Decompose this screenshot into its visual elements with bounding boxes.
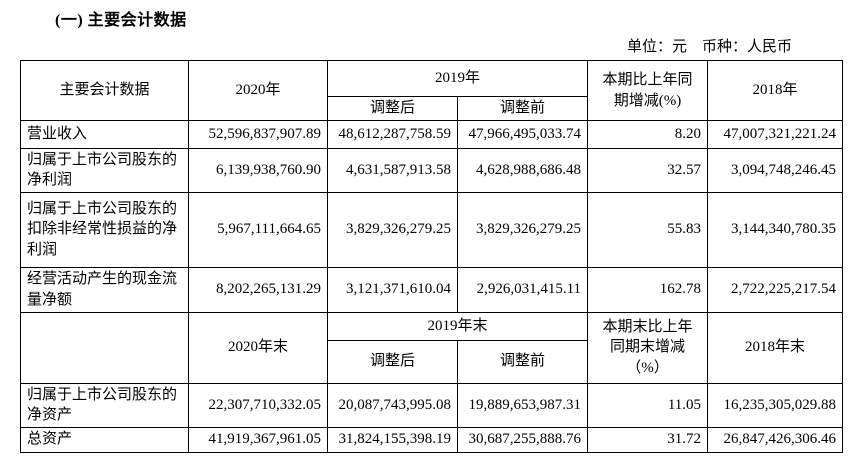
cell-2018: 16,235,305,029.88 bbox=[707, 382, 844, 428]
cell-2020: 5,967,111,664.65 bbox=[188, 191, 328, 268]
header-adjusted-after: 调整后 bbox=[327, 96, 458, 121]
cell-2019-adjusted-after: 4,631,587,913.58 bbox=[327, 148, 458, 193]
cell-2019-adjusted-before: 4,628,988,686.48 bbox=[456, 148, 589, 193]
cell-change: 32.57 bbox=[587, 148, 709, 193]
table-header-row-1-sub: 调整后 调整前 bbox=[21, 96, 843, 121]
table-row-net-profit: 归属于上市公司股东的净利润 6,139,938,760.90 4,631,587… bbox=[20, 148, 844, 193]
header-yoy-change: 本期比上年同期增减(%) bbox=[587, 60, 709, 121]
header-2020: 2020年 bbox=[188, 60, 328, 121]
table-row-total-assets: 总资产 41,919,367,961.05 31,824,155,398.19 … bbox=[20, 426, 844, 453]
row-label: 归属于上市公司股东的扣除非经常性损益的净利润 bbox=[20, 191, 189, 268]
cell-2018: 3,144,340,780.35 bbox=[707, 191, 844, 268]
report-page: (一) 主要会计数据 单位：元 币种：人民币 主要会计数据 2020年 2019… bbox=[0, 6, 859, 467]
cell-change: 55.83 bbox=[587, 191, 709, 268]
table-header-row-2-sub: 调整后 调整前 bbox=[21, 339, 843, 384]
cell-2019-adjusted-before: 19,889,653,987.31 bbox=[456, 382, 589, 428]
header-period-end-change: 本期末比上年同期末增减（%） bbox=[587, 311, 709, 384]
unit-currency-note: 单位：元 币种：人民币 bbox=[626, 39, 792, 55]
row-label: 经营活动产生的现金流量净额 bbox=[20, 266, 189, 313]
table-row-operating-cash-flow: 经营活动产生的现金流量净额 8,202,265,131.29 3,121,371… bbox=[20, 266, 844, 313]
header-adjusted-before: 调整前 bbox=[456, 96, 589, 121]
table-row-revenue: 营业收入 52,596,837,907.89 48,612,287,758.59… bbox=[20, 120, 844, 149]
cell-2019-adjusted-before: 2,926,031,415.11 bbox=[456, 266, 589, 313]
cell-2019-adjusted-before: 30,687,255,888.76 bbox=[456, 426, 589, 453]
cell-change: 162.78 bbox=[587, 266, 709, 313]
cell-change: 31.72 bbox=[587, 426, 709, 453]
header-2019: 2019年 bbox=[326, 60, 589, 97]
header-adjusted-after: 调整后 bbox=[327, 339, 458, 384]
cell-2019-adjusted-before: 3,829,326,279.25 bbox=[456, 191, 589, 268]
header-metric: 主要会计数据 bbox=[20, 60, 189, 121]
cell-2019-adjusted-after: 3,829,326,279.25 bbox=[327, 191, 458, 268]
header-2019-end: 2019年末 bbox=[326, 311, 589, 341]
header-2020-end: 2020年末 bbox=[188, 311, 328, 384]
section-title: (一) 主要会计数据 bbox=[55, 12, 187, 29]
cell-2020: 41,919,367,961.05 bbox=[188, 426, 328, 453]
cell-2019-adjusted-after: 31,824,155,398.19 bbox=[327, 426, 458, 453]
header-adjusted-before: 调整前 bbox=[456, 339, 589, 384]
header-period-end-change-text: 本期末比上年同期末增减（%） bbox=[602, 319, 693, 376]
cell-2019-adjusted-before: 47,966,495,033.74 bbox=[456, 120, 589, 149]
cell-2019-adjusted-after: 20,087,743,995.08 bbox=[327, 382, 458, 428]
table-row-net-profit-excl-nonrecurring: 归属于上市公司股东的扣除非经常性损益的净利润 5,967,111,664.65 … bbox=[20, 191, 844, 268]
cell-2019-adjusted-after: 48,612,287,758.59 bbox=[327, 120, 458, 149]
cell-2019-adjusted-after: 3,121,371,610.04 bbox=[327, 266, 458, 313]
cell-2018: 26,847,426,306.46 bbox=[707, 426, 844, 453]
table-header-row-2: 2020年末 2019年末 本期末比上年同期末增减（%） 2018年末 bbox=[20, 311, 844, 384]
header-2018-end: 2018年末 bbox=[707, 311, 844, 384]
cell-2018: 3,094,748,246.45 bbox=[707, 148, 844, 193]
cell-2020: 52,596,837,907.89 bbox=[188, 120, 328, 149]
row-label: 归属于上市公司股东的净利润 bbox=[20, 148, 189, 193]
row-label: 总资产 bbox=[20, 426, 189, 453]
cell-2020: 6,139,938,760.90 bbox=[188, 148, 328, 193]
header-metric-empty bbox=[20, 311, 189, 384]
header-yoy-change-text: 本期比上年同期增减(%) bbox=[602, 72, 693, 109]
key-accounting-data-table: 主要会计数据 2020年 2019年 本期比上年同期增减(%) 2018年 调整… bbox=[20, 60, 844, 453]
cell-change: 11.05 bbox=[587, 382, 709, 428]
cell-2018: 47,007,321,221.24 bbox=[707, 120, 844, 149]
cell-2020: 22,307,710,332.05 bbox=[188, 382, 328, 428]
header-2018: 2018年 bbox=[707, 60, 844, 121]
row-label: 营业收入 bbox=[20, 120, 189, 149]
cell-change: 8.20 bbox=[587, 120, 709, 149]
table-row-net-assets: 归属于上市公司股东的净资产 22,307,710,332.05 20,087,7… bbox=[20, 382, 844, 428]
cell-2018: 2,722,225,217.54 bbox=[707, 266, 844, 313]
cell-2020: 8,202,265,131.29 bbox=[188, 266, 328, 313]
table-header-row-1: 主要会计数据 2020年 2019年 本期比上年同期增减(%) 2018年 bbox=[20, 60, 844, 121]
row-label: 归属于上市公司股东的净资产 bbox=[20, 382, 189, 428]
